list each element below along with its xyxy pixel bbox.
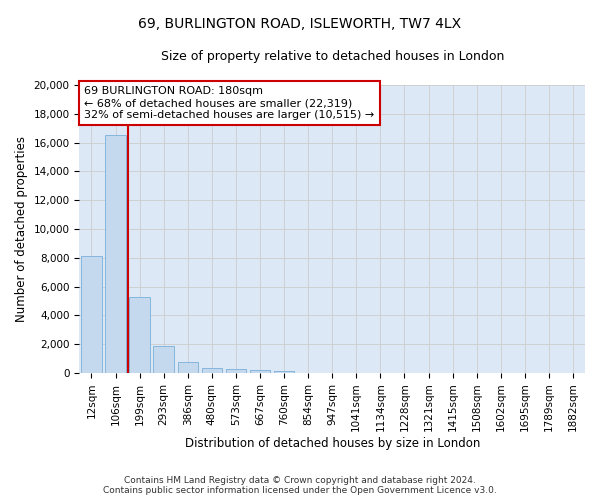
Bar: [130, 296, 150, 373]
Text: 69 BURLINGTON ROAD: 180sqm
← 68% of detached houses are smaller (22,319)
32% of : 69 BURLINGTON ROAD: 180sqm ← 68% of deta…: [85, 86, 375, 120]
Bar: [154, 346, 174, 373]
Bar: [250, 370, 270, 373]
Bar: [178, 362, 198, 373]
Text: 69, BURLINGTON ROAD, ISLEWORTH, TW7 4LX: 69, BURLINGTON ROAD, ISLEWORTH, TW7 4LX: [139, 18, 461, 32]
Bar: [226, 370, 246, 373]
Bar: [202, 368, 222, 373]
Bar: [81, 256, 101, 373]
Bar: [105, 136, 126, 373]
Text: Contains HM Land Registry data © Crown copyright and database right 2024.
Contai: Contains HM Land Registry data © Crown c…: [103, 476, 497, 495]
X-axis label: Distribution of detached houses by size in London: Distribution of detached houses by size …: [185, 437, 480, 450]
Y-axis label: Number of detached properties: Number of detached properties: [15, 136, 28, 322]
Title: Size of property relative to detached houses in London: Size of property relative to detached ho…: [161, 50, 504, 63]
Bar: [274, 371, 294, 373]
